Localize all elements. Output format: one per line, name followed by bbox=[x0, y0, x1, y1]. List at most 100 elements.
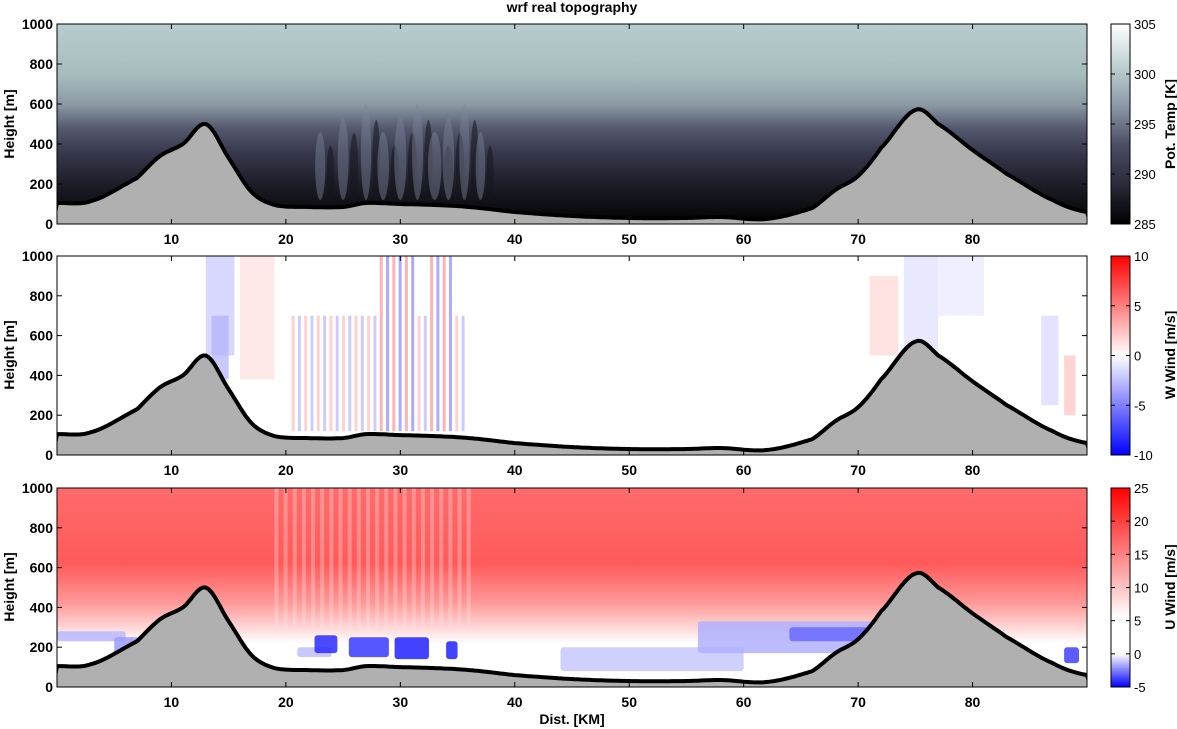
wave-structure bbox=[459, 104, 470, 200]
x-tick-label: 10 bbox=[164, 462, 180, 478]
colorbar-tick-label: 285 bbox=[1134, 217, 1156, 232]
u-wind-streak bbox=[384, 488, 389, 628]
colorbar-tick-label: 0 bbox=[1134, 647, 1141, 662]
colorbar-tick-label: 290 bbox=[1134, 167, 1156, 182]
colorbar-tick-label: 10 bbox=[1134, 249, 1148, 264]
y-tick-label: 400 bbox=[30, 136, 54, 152]
u-wind-streak bbox=[292, 488, 297, 628]
u-wind-streak bbox=[448, 488, 453, 628]
w-wind-cell bbox=[448, 256, 452, 432]
w-wind-cell bbox=[354, 315, 358, 432]
y-tick-label: 600 bbox=[30, 96, 54, 112]
u-wind-streak bbox=[402, 488, 407, 628]
w-wind-cell bbox=[348, 315, 352, 432]
wave-structure bbox=[470, 120, 479, 200]
x-tick-label: 10 bbox=[164, 694, 180, 710]
w-wind-cell bbox=[240, 256, 275, 380]
y-tick-label: 200 bbox=[30, 407, 54, 423]
u-wind-reverse-flow bbox=[57, 631, 126, 642]
y-tick-label: 400 bbox=[30, 367, 54, 383]
y-tick-label: 1000 bbox=[22, 16, 53, 32]
w-wind-cell bbox=[323, 315, 327, 432]
w-wind-cell bbox=[398, 256, 402, 432]
y-tick-label: 800 bbox=[30, 520, 54, 536]
w-wind-cell bbox=[869, 275, 899, 356]
w-wind-cell bbox=[373, 315, 377, 432]
u-wind-streak bbox=[356, 488, 361, 628]
y-tick-label: 800 bbox=[30, 288, 54, 304]
w-wind-cell bbox=[379, 256, 383, 432]
wave-structure bbox=[326, 145, 335, 203]
colorbar-tick-label: 15 bbox=[1134, 547, 1148, 562]
y-tick-label: 0 bbox=[45, 447, 53, 463]
u-wind-streak bbox=[366, 488, 370, 628]
u-wind-reverse-flow bbox=[314, 635, 338, 654]
w-wind-cell bbox=[329, 315, 333, 432]
colorbar-tick-label: 0 bbox=[1134, 349, 1141, 364]
wave-structure bbox=[394, 118, 407, 200]
colorbar-label: U Wind [m/s] bbox=[1162, 544, 1177, 629]
u-wind-streak bbox=[393, 488, 398, 628]
x-tick-label: 80 bbox=[965, 231, 981, 247]
u-wind-streak bbox=[283, 488, 288, 628]
w-wind-cell bbox=[392, 256, 396, 432]
pot-temp-wave-structures bbox=[315, 104, 494, 203]
colorbar-label: Pot. Temp [K] bbox=[1162, 79, 1177, 169]
y-tick-label: 200 bbox=[30, 639, 54, 655]
wave-structure bbox=[407, 132, 418, 202]
u-wind-reverse-flow bbox=[394, 637, 429, 660]
w-wind-stripes bbox=[205, 256, 1076, 432]
wave-structure bbox=[424, 120, 433, 200]
x-tick-label: 50 bbox=[621, 231, 637, 247]
y-tick-label: 200 bbox=[30, 176, 54, 192]
w-wind-cell bbox=[404, 256, 408, 432]
w-wind-cell bbox=[291, 315, 295, 432]
u-wind-streak bbox=[430, 488, 435, 628]
w-wind-cell bbox=[417, 315, 421, 432]
y-tick-label: 0 bbox=[45, 679, 53, 695]
w-wind-cell bbox=[367, 315, 371, 432]
w-wind-cell bbox=[436, 256, 440, 432]
y-axis-label: Height [m] bbox=[1, 320, 17, 389]
colorbar-tick-label: 305 bbox=[1134, 17, 1156, 32]
x-tick-label: 40 bbox=[507, 694, 523, 710]
w-wind-cell bbox=[423, 315, 427, 432]
x-tick-label: 40 bbox=[507, 462, 523, 478]
u-wind-streak bbox=[466, 488, 471, 628]
wave-structure bbox=[390, 145, 400, 203]
u-wind-streaks bbox=[57, 488, 1079, 672]
colorbar-tick-label: -10 bbox=[1134, 448, 1153, 463]
x-tick-label: 80 bbox=[965, 694, 981, 710]
x-tick-label: 80 bbox=[965, 462, 981, 478]
y-tick-label: 600 bbox=[30, 328, 54, 344]
u-wind-streak bbox=[329, 488, 334, 628]
w-wind-cell bbox=[442, 256, 446, 432]
y-axis-label: Height [m] bbox=[1, 89, 17, 158]
w-wind-cell bbox=[360, 315, 364, 432]
wave-structure bbox=[315, 132, 326, 200]
w-wind-cell bbox=[316, 315, 320, 432]
w-wind-cell bbox=[297, 315, 301, 432]
wave-structure bbox=[443, 145, 454, 203]
u-wind-reverse-flow bbox=[789, 627, 870, 642]
x-axis-label: Dist. [KM] bbox=[539, 711, 604, 727]
u-wind-streak bbox=[274, 488, 279, 628]
wave-structure bbox=[412, 104, 423, 200]
plot-frame bbox=[56, 487, 1088, 688]
w-wind-cell bbox=[411, 256, 415, 432]
u-wind-streak bbox=[347, 488, 352, 628]
y-tick-label: 600 bbox=[30, 560, 54, 576]
w-wind-cell bbox=[304, 315, 308, 432]
y-axis-label: Height [m] bbox=[1, 552, 17, 621]
w-wind-cell bbox=[461, 315, 465, 432]
figure-title: wrf real topography bbox=[506, 0, 638, 15]
y-tick-label: 800 bbox=[30, 56, 54, 72]
w-wind-cell bbox=[341, 315, 345, 432]
w-wind-cell bbox=[335, 315, 339, 432]
x-tick-label: 40 bbox=[507, 231, 523, 247]
x-tick-label: 20 bbox=[278, 694, 294, 710]
